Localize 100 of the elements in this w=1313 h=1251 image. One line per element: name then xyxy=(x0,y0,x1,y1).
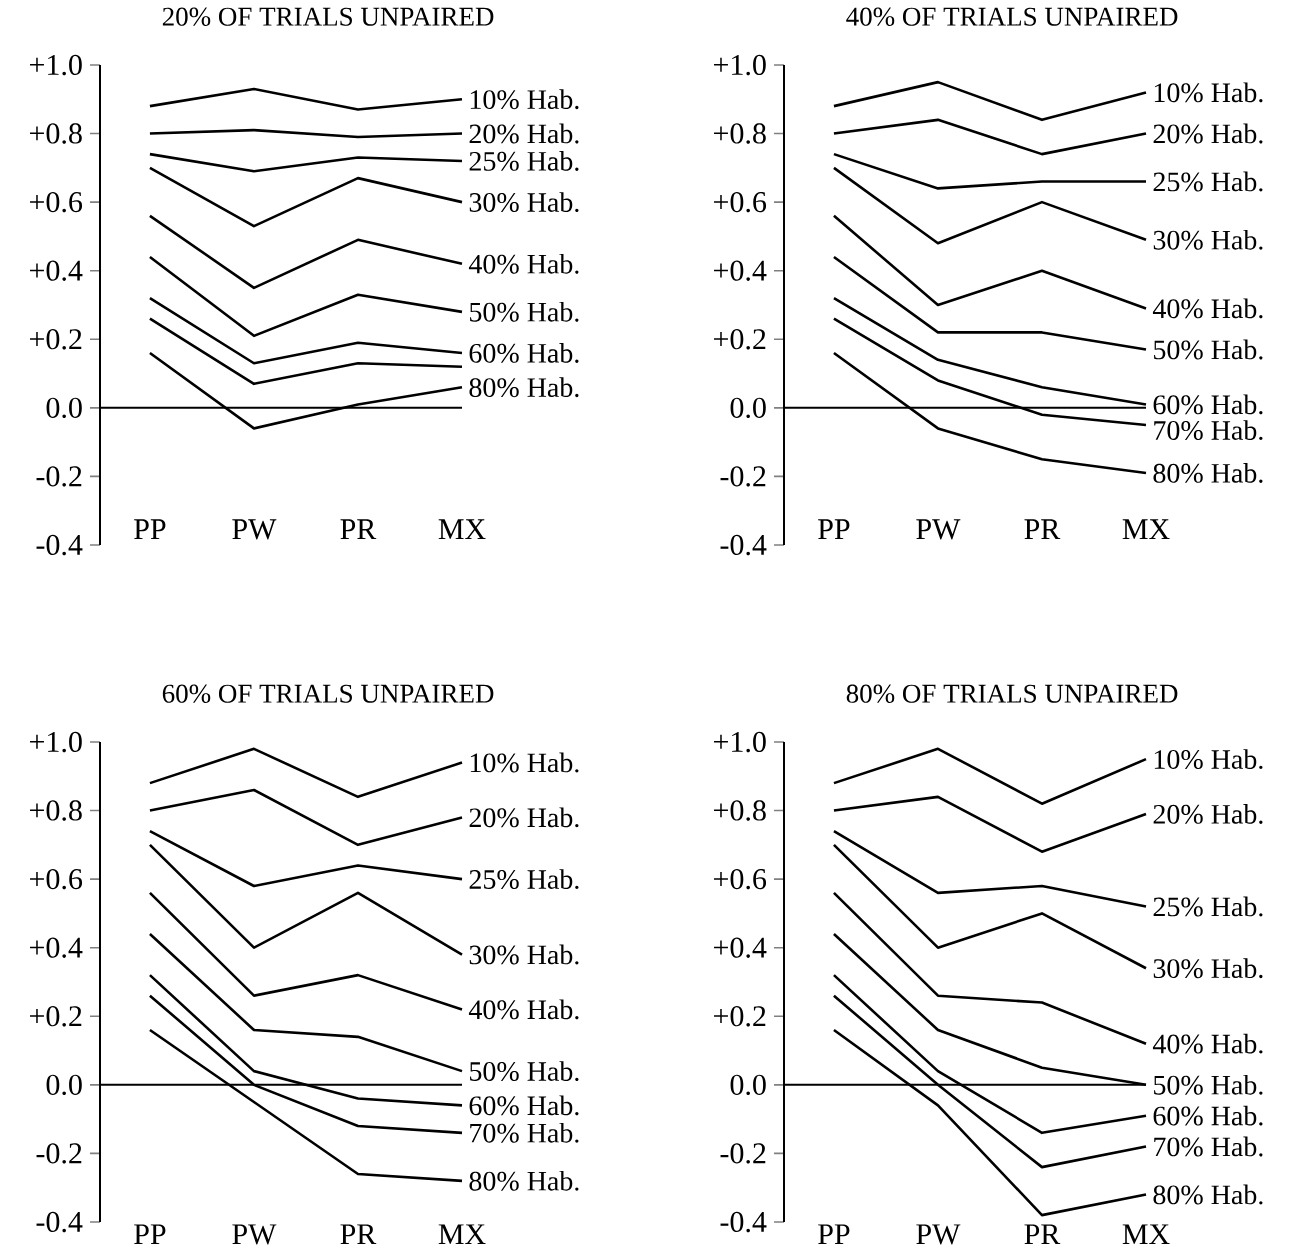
series-label: 10% Hab. xyxy=(470,89,579,110)
series-label: 25% Hab. xyxy=(469,869,579,890)
series-label: 30% Hab. xyxy=(1153,958,1263,979)
chart-title: 20% OF TRIALS UNPAIRED xyxy=(162,7,494,26)
series-label: 50% Hab. xyxy=(1154,1074,1263,1095)
series-label: 50% Hab. xyxy=(470,1061,579,1082)
x-tick-label: PP xyxy=(818,519,850,539)
y-tick-label: +0.8 xyxy=(30,800,82,821)
series-label: 70% Hab. xyxy=(470,1122,579,1143)
line-series xyxy=(832,747,1148,805)
line-series xyxy=(148,255,464,338)
y-tick-label: +0.6 xyxy=(714,868,767,890)
y-tick-label: +1.0 xyxy=(30,54,82,76)
series-label: 30% Hab. xyxy=(1153,229,1263,250)
x-tick-label: PP xyxy=(818,1224,850,1245)
line-series xyxy=(148,932,464,1073)
series-label: 80% Hab. xyxy=(469,377,579,398)
series-label: 30% Hab. xyxy=(469,192,579,213)
y-tick-label: +1.0 xyxy=(714,54,766,76)
y-tick-label: 0.0 xyxy=(730,1074,766,1096)
line-series xyxy=(148,829,464,888)
y-tick-label: -0.2 xyxy=(36,1143,82,1164)
y-tick-label: -0.4 xyxy=(720,534,767,556)
series-label: 80% Hab. xyxy=(1153,1184,1263,1205)
series-label: 40% Hab. xyxy=(468,999,579,1020)
x-tick-label: MX xyxy=(438,519,486,539)
line-series xyxy=(832,214,1148,310)
line-series xyxy=(832,891,1148,1045)
chart-title: 60% OF TRIALS UNPAIRED xyxy=(162,684,494,703)
series-label: 10% Hab. xyxy=(470,752,579,773)
x-tick-label: MX xyxy=(1122,1224,1170,1245)
x-tick-label: PW xyxy=(232,1224,277,1245)
series-label: 80% Hab. xyxy=(469,1170,579,1191)
line-series xyxy=(148,788,464,847)
y-tick-label: +0.4 xyxy=(30,260,83,281)
y-tick-label: +1.0 xyxy=(714,731,766,753)
line-series xyxy=(832,843,1148,970)
y-tick-label: 0.0 xyxy=(46,397,82,419)
series-label: 70% Hab. xyxy=(1154,1136,1263,1157)
chart-title: 80% OF TRIALS UNPAIRED xyxy=(846,684,1178,703)
series-label: 50% Hab. xyxy=(1154,339,1263,360)
series-label: 20% Hab. xyxy=(469,807,579,828)
y-tick-label: -0.2 xyxy=(36,466,82,487)
series-label: 50% Hab. xyxy=(470,301,579,322)
y-tick-label: -0.2 xyxy=(720,1143,766,1164)
y-tick-label: 0.0 xyxy=(730,397,766,419)
line-series xyxy=(148,87,464,111)
y-tick-label: +0.4 xyxy=(714,260,767,281)
series-label: 20% Hab. xyxy=(1153,804,1263,824)
x-tick-label: PW xyxy=(916,519,961,540)
series-label: 40% Hab. xyxy=(1152,298,1263,319)
line-series xyxy=(832,80,1148,122)
y-tick-label: +0.2 xyxy=(714,329,766,350)
line-series xyxy=(148,166,464,228)
series-label: 60% Hab. xyxy=(469,343,579,363)
y-tick-label: +0.6 xyxy=(30,868,83,890)
series-label: 70% Hab. xyxy=(1154,420,1263,441)
series-label: 25% Hab. xyxy=(469,151,579,171)
series-label: 30% Hab. xyxy=(469,944,579,965)
chart-title: 40% OF TRIALS UNPAIRED xyxy=(846,7,1178,26)
series-label: 20% Hab. xyxy=(469,123,579,144)
line-series xyxy=(148,891,464,1011)
series-label: 80% Hab. xyxy=(1153,463,1263,483)
y-tick-label: 0.0 xyxy=(46,1074,82,1096)
x-tick-label: PW xyxy=(232,519,277,540)
series-label: 60% Hab. xyxy=(1153,1105,1263,1126)
line-series xyxy=(832,829,1148,908)
y-tick-label: -0.4 xyxy=(36,1211,83,1233)
y-tick-label: +0.8 xyxy=(30,123,82,144)
y-tick-label: +0.8 xyxy=(714,800,766,821)
y-tick-label: -0.4 xyxy=(720,1211,767,1233)
line-series xyxy=(832,795,1148,853)
series-label: 40% Hab. xyxy=(1152,1033,1263,1054)
series-label: 10% Hab. xyxy=(1154,749,1263,770)
series-label: 20% Hab. xyxy=(1153,123,1263,144)
y-tick-label: +1.0 xyxy=(30,731,82,753)
y-tick-label: +0.8 xyxy=(714,123,766,144)
x-tick-label: PR xyxy=(1024,519,1061,539)
series-label: 60% Hab. xyxy=(1153,394,1263,415)
series-label: 60% Hab. xyxy=(469,1095,579,1116)
series-label: 25% Hab. xyxy=(1153,896,1263,917)
x-tick-label: PR xyxy=(340,519,377,539)
y-tick-label: +0.6 xyxy=(30,191,83,213)
line-series xyxy=(148,296,464,365)
line-series xyxy=(148,317,464,386)
x-tick-label: PP xyxy=(134,519,166,539)
y-tick-label: +0.6 xyxy=(714,191,767,213)
y-tick-label: -0.2 xyxy=(720,466,766,487)
y-tick-label: +0.2 xyxy=(30,1006,82,1027)
y-tick-label: -0.4 xyxy=(36,534,83,556)
y-tick-label: +0.4 xyxy=(714,937,767,958)
x-tick-label: MX xyxy=(1122,519,1170,539)
x-tick-label: MX xyxy=(438,1224,486,1245)
y-tick-label: +0.4 xyxy=(30,937,83,958)
line-series xyxy=(832,166,1148,245)
y-tick-label: +0.2 xyxy=(30,329,82,350)
x-tick-label: PR xyxy=(340,1224,377,1245)
line-series xyxy=(148,152,464,173)
series-label: 25% Hab. xyxy=(1153,171,1263,192)
x-tick-label: PR xyxy=(1024,1224,1061,1245)
